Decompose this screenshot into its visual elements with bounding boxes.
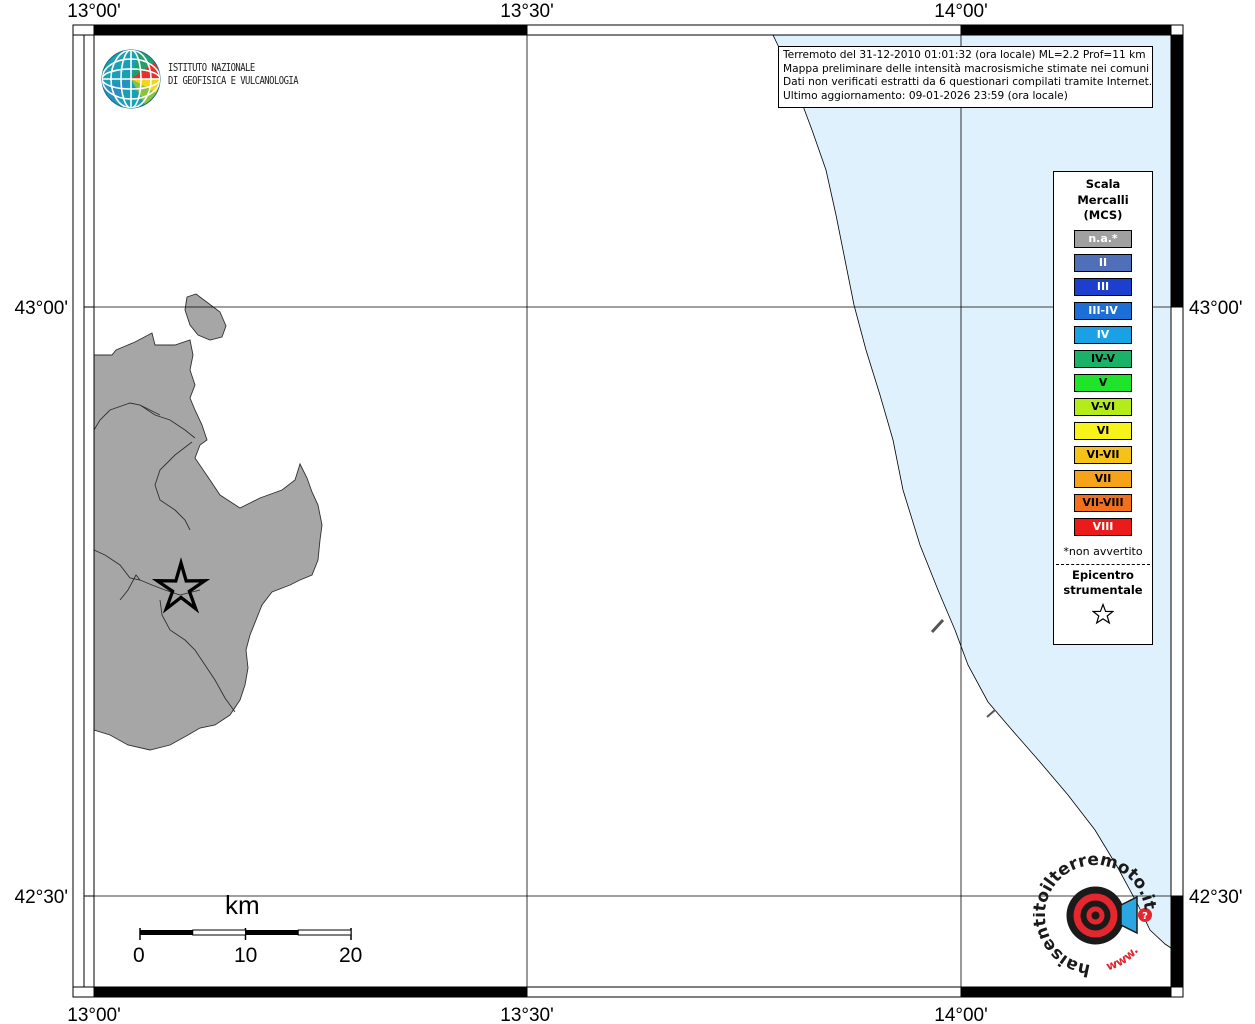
- map-frame: [72, 24, 1184, 998]
- svg-text:?: ?: [1142, 911, 1148, 922]
- coastal-pier: [986, 709, 996, 718]
- lon-label-bottom-3: 14°00': [934, 1005, 988, 1024]
- lon-label-top-2: 13°30': [500, 1, 554, 22]
- legend-item: VI-VII: [1074, 445, 1132, 464]
- legend-item: VII: [1074, 469, 1132, 488]
- legend-item: IV-V: [1074, 349, 1132, 368]
- graticule: [94, 35, 1171, 987]
- legend-item: V-VI: [1074, 397, 1132, 416]
- star-outline-icon: [1091, 602, 1115, 624]
- scale-label-0: 0: [133, 944, 145, 967]
- region-polygon: [93, 332, 323, 751]
- legend-title: Scala Mercalli (MCS): [1054, 177, 1152, 224]
- legend-title-line3: (MCS): [1083, 208, 1123, 222]
- event-info-line1: Terremoto del 31-12-2010 01:01:32 (ora l…: [783, 49, 1146, 61]
- lon-label-top-1: 13°00': [67, 1, 121, 22]
- ingv-globe-icon: [101, 49, 161, 109]
- legend-item: VI: [1074, 421, 1132, 440]
- legend-epicenter-label: Epicentro strumentale: [1054, 568, 1152, 599]
- lat-label-right-2: 42°30': [1189, 887, 1243, 908]
- legend-item: IV: [1074, 325, 1132, 344]
- haisentito-logo: ? haisentitoilterremoto.it www.: [1030, 850, 1160, 980]
- coastal-pier: [930, 618, 945, 634]
- legend-epicenter-line1: Epicentro: [1072, 567, 1134, 582]
- haisentito-logo-graphic: ? haisentitoilterremoto.it www.: [1030, 850, 1160, 980]
- legend-title-line2: Mercalli: [1077, 192, 1129, 207]
- legend-note: *non avvertito: [1063, 544, 1143, 558]
- lat-label-right-1: 43°00': [1189, 298, 1243, 319]
- lat-label-left-2: 42°30': [15, 887, 69, 908]
- legend-title-line1: Scala: [1085, 177, 1121, 191]
- event-info-line3: Dati non verificati estratti da 6 questi…: [783, 76, 1153, 89]
- intensity-legend: Scala Mercalli (MCS) n.a.* II III III-IV IV I…: [1053, 171, 1153, 645]
- epicenter-star-icon: [151, 557, 211, 614]
- legend-epicenter-star: [1054, 602, 1152, 629]
- ingv-name-line2: DI GEOFISICA E VULCANOLOGIA: [168, 75, 299, 87]
- event-info-line4: Ultimo aggiornamento: 09-01-2026 23:59 (…: [783, 89, 1068, 102]
- ingv-name-line1: ISTITUTO NAZIONALE: [168, 62, 255, 74]
- haisentito-www: www.: [1104, 943, 1141, 973]
- scale-label-20: 20: [339, 944, 363, 967]
- legend-item: II: [1074, 253, 1132, 272]
- lon-label-top-3: 14°00': [934, 1, 988, 22]
- event-info-box: Terremoto del 31-12-2010 01:01:32 (ora l…: [778, 46, 1153, 108]
- land-area: [93, 293, 323, 751]
- legend-item: III-IV: [1074, 301, 1132, 320]
- legend-epicenter-line2: strumentale: [1063, 583, 1143, 597]
- lon-label-bottom-2: 13°30': [500, 1005, 554, 1024]
- ingv-logo: ISTITUTO NAZIONALE DI GEOFISICA E VULCAN…: [100, 48, 330, 110]
- lat-label-left-1: 43°00': [15, 298, 69, 319]
- event-info-line2: Mappa preliminare delle intensità macros…: [783, 62, 1150, 75]
- legend-item: V: [1074, 373, 1132, 392]
- scale-label-10: 10: [234, 944, 258, 967]
- legend-item: III: [1074, 277, 1132, 296]
- scale-bar-title: km: [225, 890, 260, 920]
- province-borders: [93, 402, 236, 713]
- legend-item: VII-VIII: [1074, 493, 1132, 512]
- legend-separator: [1056, 563, 1150, 565]
- legend-items: n.a.* II III III-IV IV IV-V V V-VI VI VI-VII VII VI…: [1054, 229, 1152, 536]
- legend-item: VIII: [1074, 517, 1132, 536]
- lon-label-bottom-1: 13°00': [67, 1005, 121, 1024]
- scale-bar: km 0 10 20: [130, 890, 380, 970]
- island-polygon: [184, 293, 227, 341]
- scale-bar-graphic: [139, 928, 352, 940]
- ingv-name: ISTITUTO NAZIONALE DI GEOFISICA E VULCAN…: [168, 62, 299, 88]
- legend-item: n.a.*: [1074, 229, 1132, 248]
